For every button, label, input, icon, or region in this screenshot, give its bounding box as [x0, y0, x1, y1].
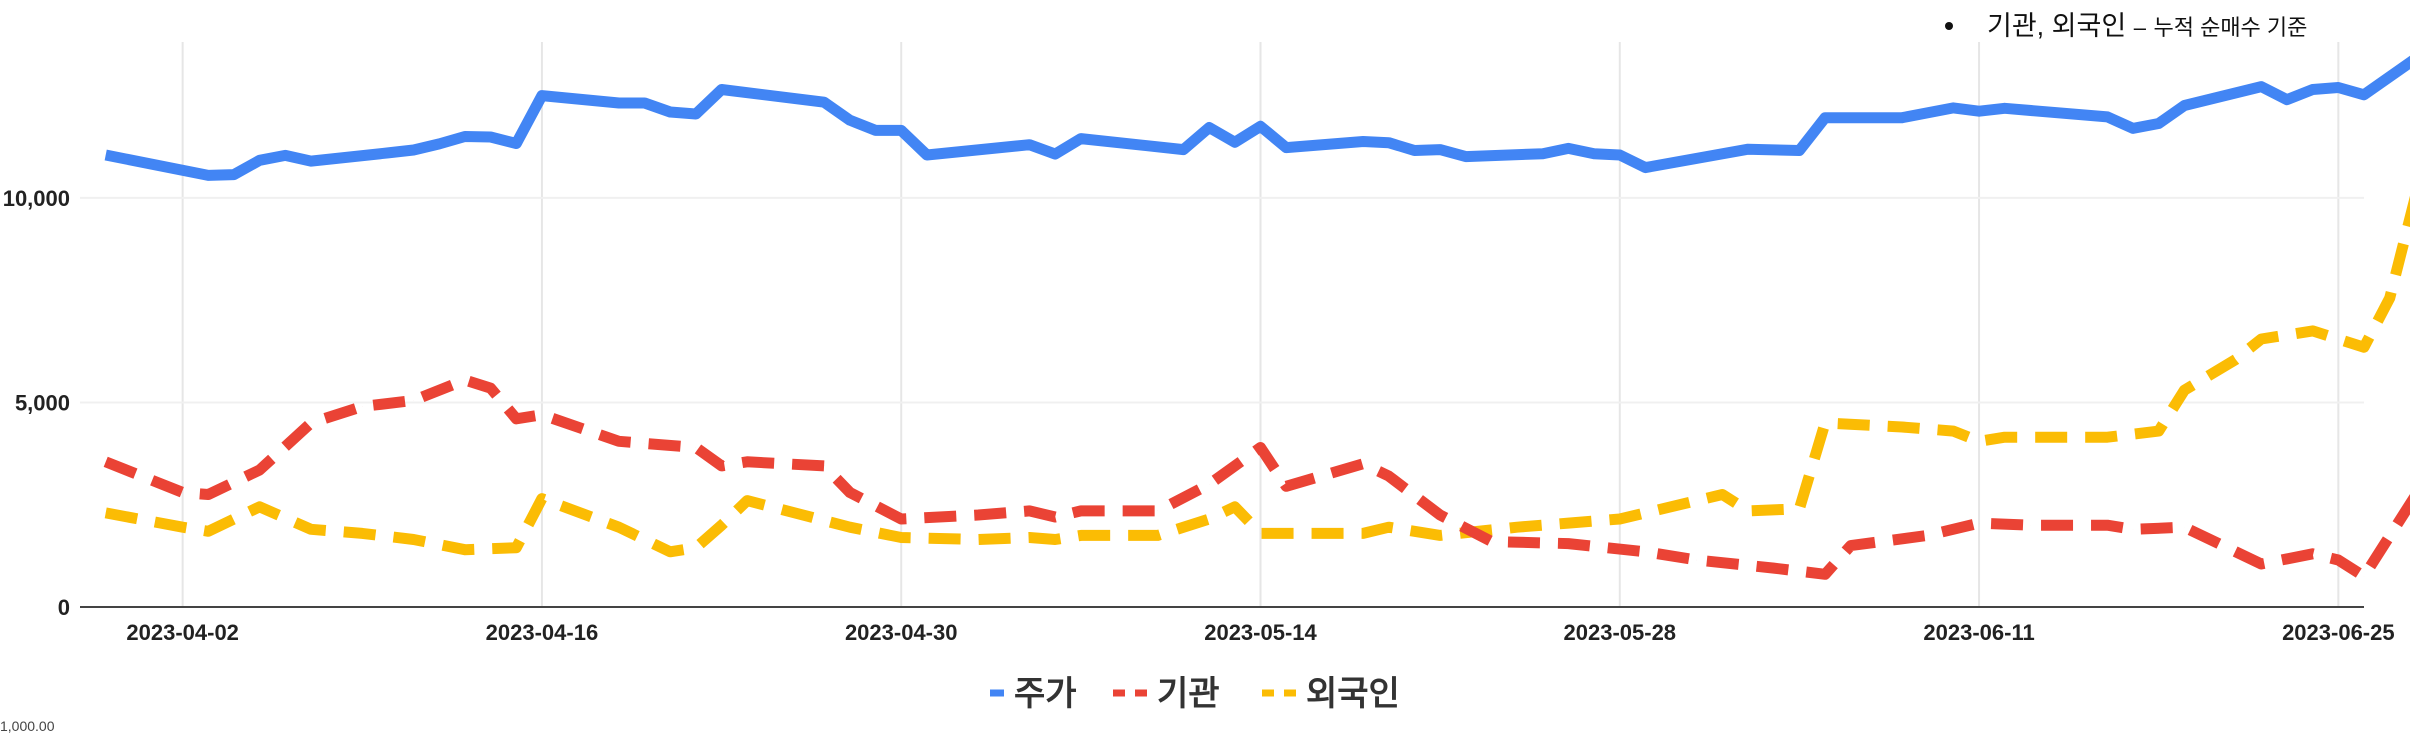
x-tick-label: 2023-06-11	[1923, 620, 2034, 645]
series-line-0	[106, 26, 2410, 175]
x-tick-label: 2023-04-02	[126, 620, 239, 645]
x-tick-label: 2023-04-16	[486, 620, 599, 645]
legend-item: 주가	[990, 674, 1077, 714]
legend-label: 주가	[1014, 674, 1077, 714]
y-tick-label: 10,000	[3, 186, 70, 211]
x-tick-label: 2023-05-14	[1204, 620, 1317, 645]
legend-item: 외국인	[1262, 674, 1400, 714]
x-tick-label: 2023-04-30	[845, 620, 958, 645]
y-tick-label: 5,000	[15, 390, 70, 415]
y-tick-label: 0	[58, 595, 70, 620]
legend-label: 기관	[1157, 674, 1220, 714]
stray-label: 1,000.00	[0, 718, 55, 734]
legend-label: 외국인	[1306, 674, 1400, 714]
legend: 주가 기관 외국인	[990, 674, 1400, 714]
x-tick-label: 2023-06-25	[2282, 620, 2395, 645]
legend-item: 기관	[1113, 674, 1220, 714]
x-tick-label: 2023-05-28	[1564, 620, 1677, 645]
axes: 2023-04-02 2023-04-16 2023-04-30 2023-05-14…	[3, 186, 2395, 645]
series-line-2	[106, 96, 2410, 552]
series-lines	[106, 26, 2410, 576]
